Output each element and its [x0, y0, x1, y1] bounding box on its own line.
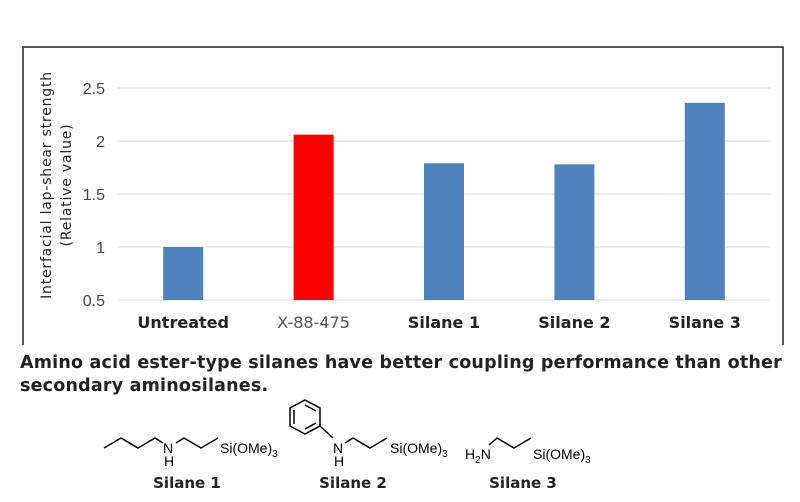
- bar-untreated: [163, 247, 204, 300]
- bar-silane-2: [554, 164, 595, 300]
- silane-1-h: H: [164, 453, 174, 469]
- y-tick-label: 0.5: [83, 293, 105, 310]
- silane-3-label: Silane 3: [489, 474, 557, 492]
- y-tick-label: 2: [96, 134, 105, 151]
- y-axis-label-2: (Relative value): [59, 124, 75, 247]
- x-category-label: X-88-475: [277, 313, 350, 332]
- silane-2-h: H: [334, 453, 344, 469]
- silane-3-structure: [488, 437, 532, 449]
- chart-frame: [22, 46, 784, 345]
- x-category-label: Silane 3: [669, 313, 741, 332]
- caption: Amino acid ester-type silanes have bette…: [20, 353, 782, 396]
- silane-2-label: Silane 2: [319, 474, 387, 492]
- silane-2-n: N: [333, 440, 343, 456]
- silane-1-label: Silane 1: [153, 474, 221, 492]
- silane-1-structure: [103, 437, 219, 449]
- silane-1-n: N: [163, 440, 173, 456]
- silane-3-amine: H2N: [465, 446, 491, 466]
- y-tick-label: 1: [96, 240, 105, 257]
- y-axis-label: Interfacial lap-shear strength: [39, 71, 55, 299]
- silane-3-si: Si(OMe)3: [533, 446, 591, 466]
- silane-2-structure: [289, 399, 388, 449]
- bar-silane-3: [684, 102, 725, 300]
- bar-silane-1: [424, 163, 464, 300]
- y-tick-label: 2.5: [83, 81, 105, 98]
- silane-1-si: Si(OMe)3: [220, 440, 278, 460]
- x-category-label: Silane 1: [408, 313, 480, 332]
- x-category-label: Silane 2: [538, 313, 610, 332]
- chemical-structures: N H Si(OMe)3 N H Si(OMe)3 H2N Si(OMe)3: [103, 399, 591, 469]
- x-category-label: Untreated: [137, 313, 229, 332]
- bar-chart: 0.5 1 1.5 2 2.5 Untreated X-88-475 Silane 1 Sil…: [22, 46, 784, 345]
- bar-x-88-475: [293, 134, 334, 300]
- y-tick-label: 1.5: [83, 187, 105, 204]
- silane-2-si: Si(OMe)3: [390, 440, 448, 460]
